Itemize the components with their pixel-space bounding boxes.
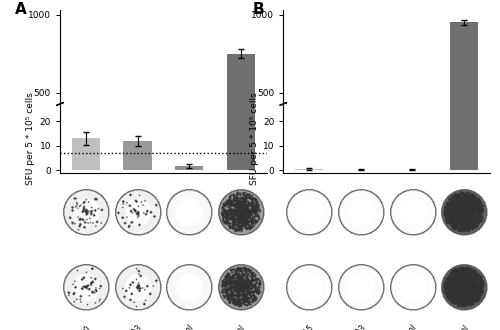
- Text: neg. control: neg. control: [380, 323, 419, 330]
- Bar: [226, 0, 255, 171]
- Y-axis label: SFU per 5 * 10⁵ cells: SFU per 5 * 10⁵ cells: [250, 92, 258, 185]
- Bar: [175, 166, 204, 171]
- Bar: [450, 22, 478, 171]
- Text: P5B*15/B*40: P5B*15/B*40: [51, 323, 92, 330]
- Bar: [124, 141, 152, 171]
- Bar: [295, 169, 324, 171]
- Bar: [226, 54, 255, 171]
- Bar: [124, 170, 152, 171]
- Bar: [72, 139, 100, 171]
- Bar: [72, 169, 100, 171]
- Text: P1C*03: P1C*03: [118, 323, 144, 330]
- Bar: [346, 170, 375, 171]
- Y-axis label: SFU per 5 * 10⁵ cells: SFU per 5 * 10⁵ cells: [26, 92, 36, 185]
- Text: P5B*15: P5B*15: [289, 323, 316, 330]
- Text: pos. control: pos. control: [432, 323, 470, 330]
- Text: pos. control: pos. control: [209, 323, 248, 330]
- Text: B: B: [252, 2, 264, 17]
- Bar: [450, 0, 478, 171]
- Text: P1C*03: P1C*03: [341, 323, 367, 330]
- Text: neg. control: neg. control: [157, 323, 196, 330]
- Bar: [398, 170, 426, 171]
- Text: A: A: [14, 2, 26, 17]
